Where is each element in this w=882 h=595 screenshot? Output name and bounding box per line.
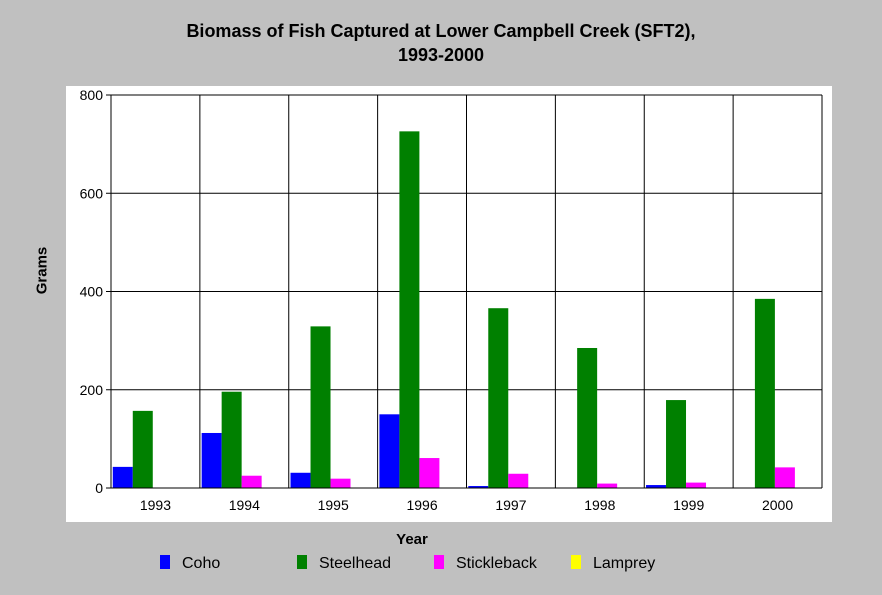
y-tick-label: 200 [80,382,104,398]
legend-label-stickleback: Stickleback [456,555,537,572]
y-tick-label: 800 [80,87,104,103]
bar-steelhead-1998 [577,347,598,488]
bar-coho-1994 [201,432,222,488]
y-tick-label: 0 [95,480,103,496]
legend-swatch-lamprey [571,555,581,569]
bar-steelhead-2000 [754,298,775,488]
plot-panel: 0 200 400 600 800 1993 1994 1995 1996 1997 1998 199… [66,86,832,522]
bar-coho-1995 [290,472,311,488]
bar-chart: 0 200 400 600 800 1993 1994 1995 1996 1997 1998 199… [80,87,823,513]
x-tick-label: 1998 [584,497,615,513]
legend-swatch-coho [160,555,170,569]
chart-subtitle: 1993-2000 [397,45,485,65]
bar-coho-1999 [646,485,667,488]
bar-steelhead-1996 [399,131,420,488]
legend-label-coho: Coho [182,555,221,572]
bar-stickleback-1994 [241,475,262,488]
bar-stickleback-1995 [330,478,351,488]
x-tick-label: 2000 [762,497,793,513]
bar-steelhead-1999 [666,400,687,488]
legend-label-lamprey: Lamprey [593,555,656,572]
legend-swatch-steelhead [297,555,307,569]
bar-stickleback-1998 [597,483,618,488]
bar-stickleback-1999 [686,482,707,488]
y-tick-label: 600 [80,185,104,201]
chart-title: Biomass of Fish Captured at Lower Campbe… [186,21,696,41]
bar-steelhead-1995 [310,326,331,488]
bar-steelhead-1997 [488,308,509,488]
x-tick-label: 1993 [140,497,171,513]
x-axis-label: Year [396,531,428,548]
x-tick-label: 1994 [229,497,260,513]
bar-coho-1997 [468,486,489,488]
bar-stickleback-1996 [419,458,440,488]
bar-stickleback-2000 [774,467,795,488]
y-tick-label: 400 [80,284,104,300]
bar-coho-1996 [379,414,400,488]
y-axis-label: Grams [33,246,51,295]
x-tick-label: 1999 [673,497,704,513]
x-tick-label: 1997 [495,497,526,513]
bar-steelhead-1993 [132,410,153,488]
x-tick-label: 1996 [406,497,437,513]
bar-steelhead-1994 [221,391,242,488]
legend-label-steelhead: Steelhead [319,555,392,572]
x-tick-label: 1995 [318,497,349,513]
legend-swatch-stickleback [434,555,444,569]
bar-stickleback-1997 [508,473,529,488]
bar-coho-1993 [112,466,133,488]
